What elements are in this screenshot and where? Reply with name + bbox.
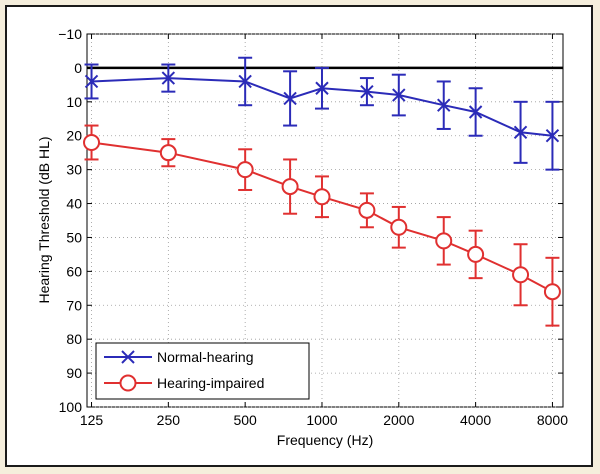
data-point-x [468,105,483,119]
x-tick-label: 125 [80,412,104,428]
x-axis-ticks: 125 250 500 1000 2000 4000 8000 [80,34,568,428]
data-point-x [392,88,406,102]
data-point-circle [467,245,485,263]
data-point-x [161,71,176,85]
data-point-x [437,98,451,112]
data-point-circle [435,232,453,250]
legend: Normal-hearing Hearing-impaired [95,342,310,400]
y-tick-label: 10 [66,94,82,110]
y-tick-label: 70 [66,297,82,313]
data-point-circle [83,134,101,152]
legend-label: Normal-hearing [157,349,253,365]
x-tick-label: 1000 [306,412,337,428]
data-point-x [84,74,99,89]
data-point-circle [236,161,254,179]
x-axis-label: Frequency (Hz) [277,432,373,448]
y-tick-label: 80 [66,331,82,347]
data-point-circle [313,188,331,206]
legend-label: Hearing-impaired [157,375,264,391]
y-tick-label: 0 [74,60,82,76]
data-point-circle [543,283,561,301]
y-tick-label: −10 [58,26,82,42]
y-tick-label: 100 [59,399,83,415]
data-point-circle [358,201,376,219]
y-axis-label: Hearing Threshold (dB HL) [36,136,52,303]
data-point-x [315,81,329,95]
y-tick-label: 30 [66,162,82,178]
data-point-circle [390,218,408,236]
data-point-x [360,84,374,99]
legend-marker-circle [119,374,137,392]
y-tick-label: 20 [66,128,82,144]
data-point-x [545,129,560,143]
x-tick-label: 2000 [383,412,414,428]
x-tick-label: 8000 [537,412,568,428]
y-tick-label: 40 [66,196,82,212]
data-point-circle [512,266,530,284]
data-point-x [238,74,252,89]
x-tick-label: 250 [157,412,181,428]
y-tick-label: 60 [66,263,82,279]
series-group [83,56,561,327]
y-tick-label: 50 [66,229,82,245]
data-point-circle [159,144,177,162]
series-normal-hearing [84,56,560,171]
y-axis-ticks: −10 0 10 20 30 40 50 60 70 80 90 100 [58,26,563,415]
data-point-x [513,125,528,140]
x-tick-label: 4000 [460,412,491,428]
data-point-x [283,91,297,106]
x-tick-label: 500 [233,412,257,428]
data-point-circle [281,178,299,196]
legend-marker-x [121,350,135,364]
y-tick-label: 90 [66,365,82,381]
series-hearing-impaired [83,124,561,327]
